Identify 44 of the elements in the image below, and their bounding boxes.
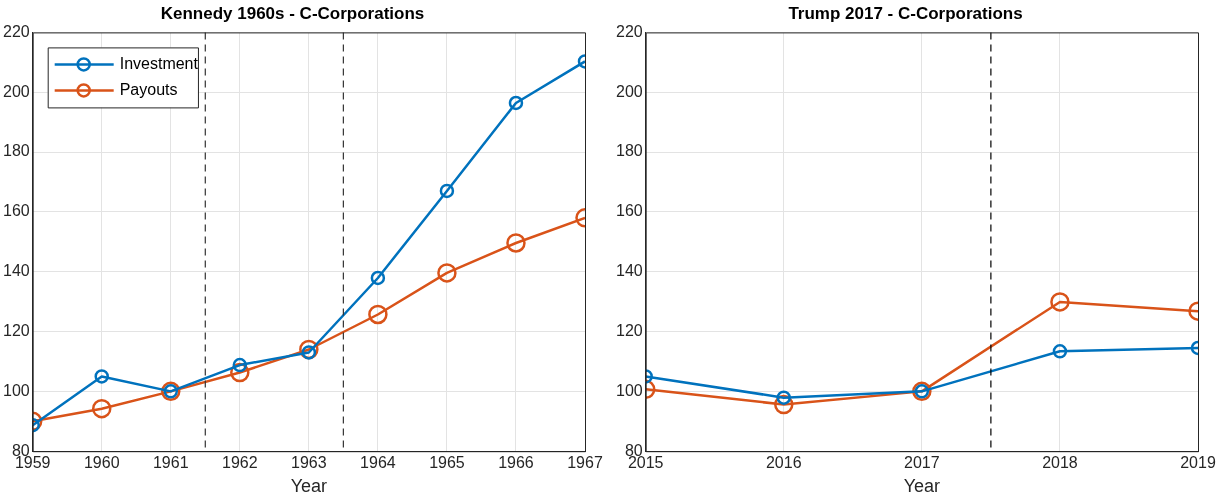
y-tick-label: 140 (615, 262, 643, 280)
x-tick-label: 1960 (83, 454, 120, 472)
y-tick-label: 160 (2, 202, 30, 220)
point (506, 233, 526, 253)
y-tick-label: 200 (615, 82, 643, 100)
y-tick-label: 120 (615, 321, 643, 339)
y-tick-label: 220 (615, 22, 643, 40)
x-tick-label: 1963 (291, 454, 327, 472)
x-tick-label: 1964 (360, 454, 396, 472)
x-tick-label: 2016 (765, 454, 802, 472)
y-tick-label: 100 (2, 381, 30, 399)
point (439, 183, 455, 199)
y-tick-label: 120 (2, 321, 30, 339)
point (368, 304, 388, 325)
x-tick-label: 1959 (14, 454, 51, 472)
x-tick-label: 1965 (429, 454, 465, 472)
x-tick-label: 2018 (1042, 454, 1078, 472)
point (370, 270, 386, 286)
chart-title: Kennedy 1960s - C-Corporations (160, 3, 425, 23)
y-tick-label: 140 (2, 262, 30, 280)
y-tick-label: 200 (2, 82, 30, 100)
legend-label: Investment (119, 54, 199, 72)
y-tick-label: 180 (2, 142, 30, 160)
point (91, 398, 112, 419)
x-tick-label: 2019 (1180, 454, 1216, 472)
point (1050, 292, 1070, 312)
point (94, 369, 109, 384)
point (1052, 344, 1068, 359)
x-tick-label: 2017 (904, 454, 940, 472)
x-tick-label: 1967 (567, 454, 603, 472)
y-tick-label: 100 (615, 381, 643, 399)
x-tick-label: 1966 (498, 454, 534, 472)
point (508, 95, 524, 111)
x-tick-label: 1962 (222, 454, 258, 472)
chart-title: Trump 2017 - C-Corporations (788, 3, 1023, 23)
y-tick-label: 220 (2, 22, 30, 40)
x-axis-title: Year (290, 476, 328, 497)
y-tick-label: 160 (615, 202, 643, 220)
x-axis-title: Year (903, 476, 941, 497)
y-tick-label: 180 (615, 142, 643, 160)
point (437, 263, 457, 283)
x-tick-label: 2015 (627, 454, 664, 472)
legend-label: Payouts (119, 80, 178, 98)
x-tick-label: 1961 (152, 454, 189, 472)
